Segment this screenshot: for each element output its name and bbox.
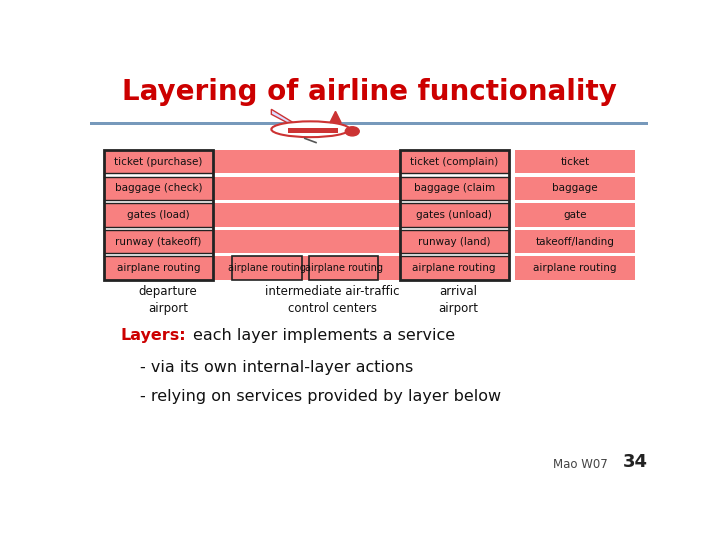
Text: gates (unload): gates (unload) xyxy=(416,210,492,220)
FancyBboxPatch shape xyxy=(516,256,635,280)
Text: gate: gate xyxy=(564,210,587,220)
FancyBboxPatch shape xyxy=(309,256,379,280)
Text: intermediate air-traffic
control centers: intermediate air-traffic control centers xyxy=(266,285,400,315)
FancyBboxPatch shape xyxy=(104,177,508,200)
Ellipse shape xyxy=(346,127,359,136)
Text: ticket: ticket xyxy=(561,157,590,167)
Text: baggage (claim: baggage (claim xyxy=(413,183,495,193)
FancyBboxPatch shape xyxy=(288,127,338,133)
Text: airplane routing: airplane routing xyxy=(305,263,382,273)
FancyBboxPatch shape xyxy=(400,227,508,230)
FancyBboxPatch shape xyxy=(104,150,508,173)
FancyBboxPatch shape xyxy=(104,227,213,230)
Text: - via its own internal-layer actions: - via its own internal-layer actions xyxy=(140,360,413,375)
Text: airplane routing: airplane routing xyxy=(534,263,617,273)
Text: baggage: baggage xyxy=(552,183,598,193)
Text: airplane routing: airplane routing xyxy=(413,263,496,273)
Text: departure
airport: departure airport xyxy=(139,285,197,315)
FancyBboxPatch shape xyxy=(90,122,648,125)
Text: Mao W07: Mao W07 xyxy=(553,458,608,471)
FancyBboxPatch shape xyxy=(516,177,635,200)
FancyBboxPatch shape xyxy=(104,200,213,203)
Text: airplane routing: airplane routing xyxy=(117,263,200,273)
Text: gates (load): gates (load) xyxy=(127,210,189,220)
Text: ticket (purchase): ticket (purchase) xyxy=(114,157,202,167)
FancyBboxPatch shape xyxy=(104,173,213,177)
Text: 34: 34 xyxy=(623,454,648,471)
Text: Layers:: Layers: xyxy=(121,328,186,343)
FancyBboxPatch shape xyxy=(400,253,508,256)
FancyBboxPatch shape xyxy=(400,200,508,203)
FancyBboxPatch shape xyxy=(233,256,302,280)
Text: runway (takeoff): runway (takeoff) xyxy=(115,237,202,247)
Text: baggage (check): baggage (check) xyxy=(114,183,202,193)
FancyBboxPatch shape xyxy=(516,203,635,227)
Text: each layer implements a service: each layer implements a service xyxy=(193,328,455,343)
Text: Layering of airline functionality: Layering of airline functionality xyxy=(122,78,616,106)
Polygon shape xyxy=(271,109,302,131)
Text: airplane routing: airplane routing xyxy=(228,263,306,273)
FancyBboxPatch shape xyxy=(104,253,213,256)
FancyBboxPatch shape xyxy=(400,173,508,177)
Polygon shape xyxy=(330,111,341,123)
Text: - relying on services provided by layer below: - relying on services provided by layer … xyxy=(140,389,501,404)
FancyBboxPatch shape xyxy=(516,230,635,253)
FancyBboxPatch shape xyxy=(104,203,508,227)
Text: takeoff/landing: takeoff/landing xyxy=(536,237,615,247)
Text: arrival
airport: arrival airport xyxy=(438,285,478,315)
Text: runway (land): runway (land) xyxy=(418,237,490,247)
Text: ticket (complain): ticket (complain) xyxy=(410,157,498,167)
Ellipse shape xyxy=(271,122,349,137)
FancyBboxPatch shape xyxy=(516,150,635,173)
FancyBboxPatch shape xyxy=(104,256,508,280)
FancyBboxPatch shape xyxy=(104,230,508,253)
